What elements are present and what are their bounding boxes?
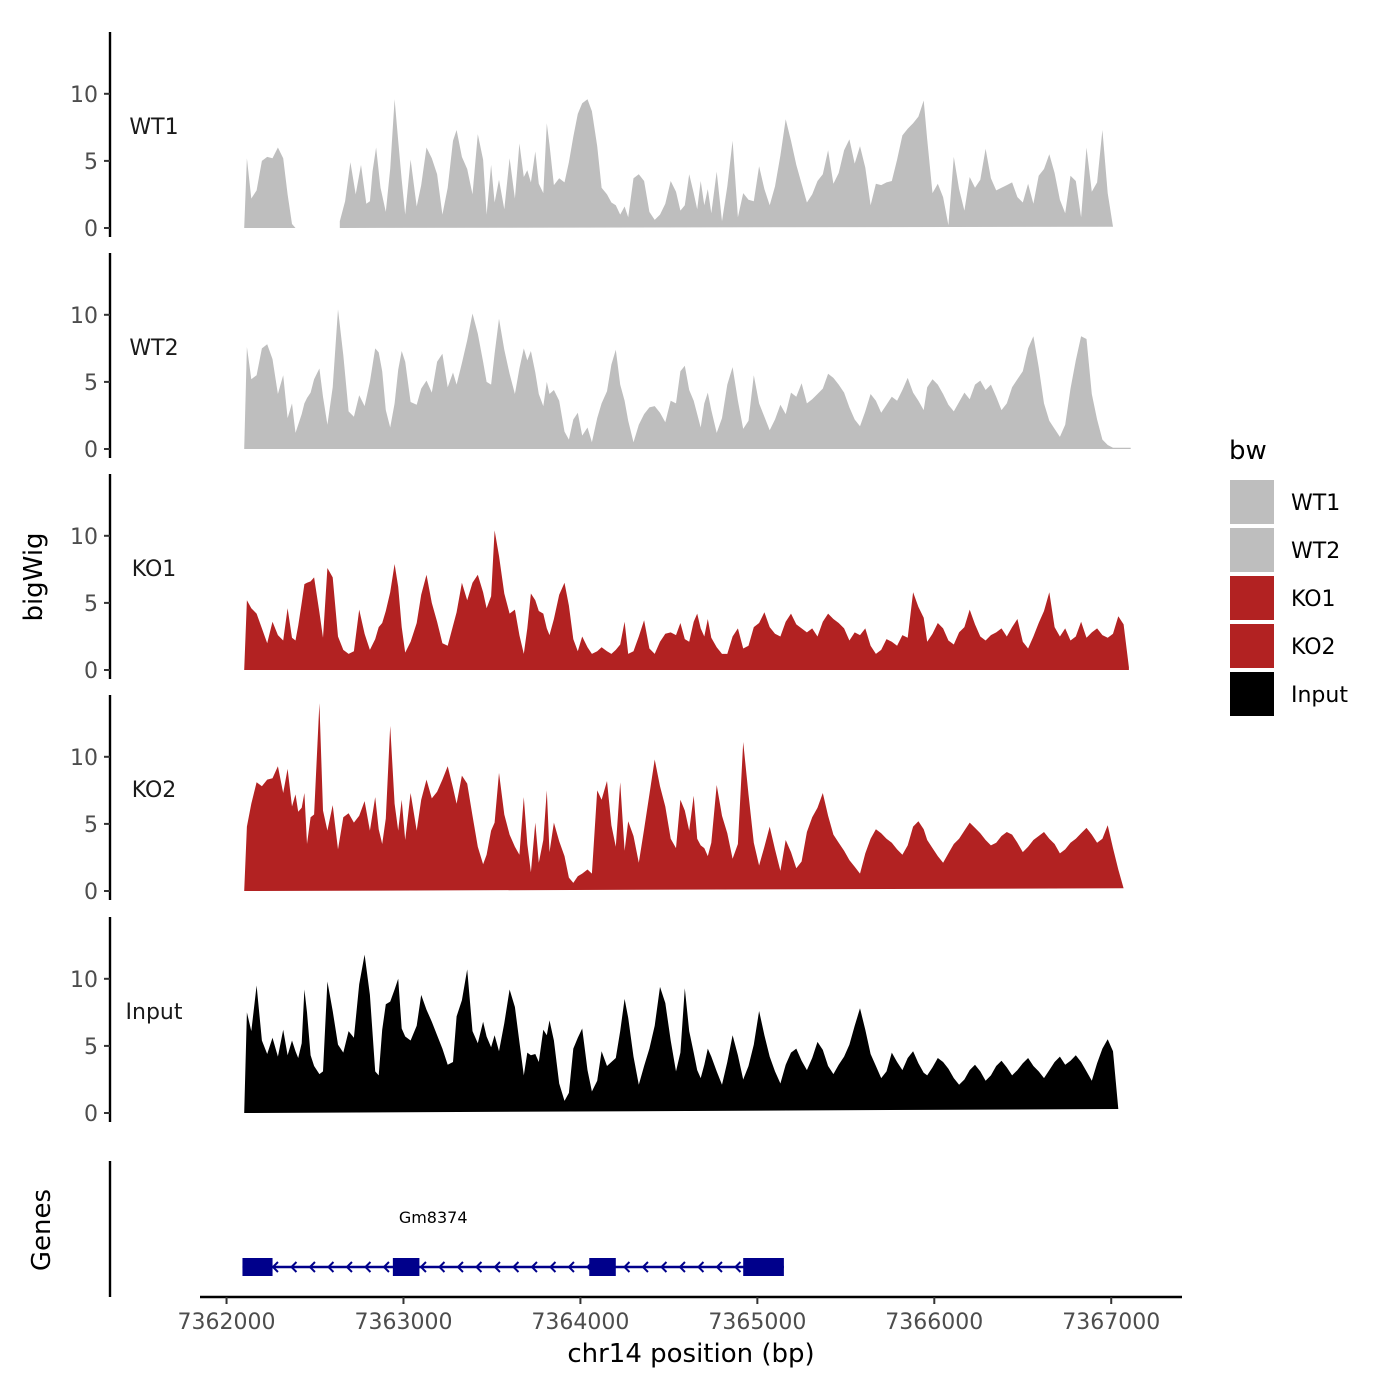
gene-gm8374: Gm8374 — [242, 1208, 784, 1276]
strand-arrow — [715, 1261, 723, 1273]
gene-annotation-panel: Gm8374 — [108, 1161, 784, 1297]
y-tick-label: 10 — [70, 304, 98, 329]
gene-exon — [743, 1258, 784, 1276]
y-tick-label: 5 — [84, 813, 98, 838]
legend-item-ko2: KO2 — [1230, 624, 1336, 668]
coverage-tracks: 0 5 10 WT1 0 5 10 WT2 0 5 10 KO1 0 5 10 KO2 0 5 10 Input — [70, 32, 1131, 1127]
legend-item-wt1: WT1 — [1230, 480, 1340, 524]
y-tick-label: 0 — [84, 217, 98, 242]
y-tick-label: 0 — [84, 659, 98, 684]
y-tick-label: 0 — [84, 880, 98, 905]
strand-arrow — [623, 1261, 631, 1273]
x-tick-label: 7363000 — [354, 1310, 452, 1335]
legend-label: KO1 — [1291, 587, 1336, 612]
y-tick-label: 5 — [84, 1035, 98, 1060]
gene-name-label: Gm8374 — [399, 1208, 468, 1227]
area-ko1-segment-1 — [244, 530, 1129, 670]
strand-arrow — [660, 1261, 668, 1273]
y-tick-label: 0 — [84, 438, 98, 463]
track-label-ko1: KO1 — [132, 557, 177, 582]
x-axis: 7362000 7363000 7364000 7365000 7366000 73670… — [178, 1295, 1182, 1335]
strand-arrow — [641, 1261, 649, 1273]
legend-label: Input — [1291, 683, 1348, 708]
strand-arrow — [364, 1261, 372, 1273]
legend-label: WT2 — [1291, 539, 1340, 564]
strand-arrow — [697, 1261, 705, 1273]
x-axis-label: chr14 position (bp) — [567, 1339, 814, 1369]
strand-arrow — [530, 1261, 538, 1273]
legend-swatch — [1230, 528, 1274, 572]
track-input: 0 5 10 Input — [70, 917, 1119, 1127]
strand-arrow — [419, 1261, 427, 1273]
legend-label: WT1 — [1291, 491, 1340, 516]
x-tick-label: 7362000 — [178, 1310, 276, 1335]
strand-arrow — [290, 1261, 298, 1273]
area-wt1-segment-2 — [339, 99, 1113, 228]
strand-arrow — [271, 1261, 279, 1273]
legend-swatch — [1230, 480, 1274, 524]
strand-arrow — [345, 1261, 353, 1273]
x-tick-label: 7364000 — [531, 1310, 629, 1335]
strand-arrow — [456, 1261, 464, 1273]
strand-arrow — [678, 1261, 686, 1273]
strand-arrow — [493, 1261, 501, 1273]
legend-swatch — [1230, 624, 1274, 668]
y-tick-label: 10 — [70, 746, 98, 771]
area-wt2-segment-1 — [244, 309, 1131, 449]
legend-item-input: Input — [1230, 672, 1348, 716]
strand-arrow — [327, 1261, 335, 1273]
track-label-ko2: KO2 — [132, 778, 177, 803]
strand-arrow — [549, 1261, 557, 1273]
gene-exon — [392, 1258, 420, 1276]
track-ko1: 0 5 10 KO1 — [70, 474, 1129, 684]
y-tick-label: 10 — [70, 525, 98, 550]
strand-arrow — [475, 1261, 483, 1273]
area-input-segment-1 — [244, 954, 1119, 1113]
x-tick-label: 7365000 — [708, 1310, 806, 1335]
gene-exon — [589, 1258, 616, 1276]
y-axis-label: bigWig — [19, 532, 49, 621]
legend-swatch — [1230, 576, 1274, 620]
strand-arrow — [567, 1261, 575, 1273]
y-tick-label: 10 — [70, 968, 98, 993]
gene-exon — [242, 1258, 273, 1276]
legend-swatch — [1230, 672, 1274, 716]
y-tick-label: 5 — [84, 150, 98, 175]
track-label-input: Input — [126, 1000, 183, 1025]
y-tick-label: 5 — [84, 371, 98, 396]
track-label-wt1: WT1 — [129, 115, 178, 140]
y-tick-label: 5 — [84, 592, 98, 617]
legend-title: bw — [1229, 436, 1267, 466]
x-tick-label: 7366000 — [885, 1310, 983, 1335]
strand-arrow — [382, 1261, 390, 1273]
y-tick-label: 0 — [84, 1102, 98, 1127]
genes-axis-label: Genes — [27, 1189, 57, 1271]
track-wt1: 0 5 10 WT1 — [70, 32, 1113, 242]
legend-label: KO2 — [1291, 635, 1336, 660]
strand-arrow — [734, 1261, 742, 1273]
track-ko2: 0 5 10 KO2 — [70, 695, 1124, 905]
area-wt1-segment-1 — [244, 147, 307, 228]
legend-item-ko1: KO1 — [1230, 576, 1336, 620]
strand-arrow — [438, 1261, 446, 1273]
legend: bw WT1 WT2 KO1 KO2 Input — [1229, 436, 1348, 716]
y-tick-label: 10 — [70, 83, 98, 108]
strand-arrow — [308, 1261, 316, 1273]
track-label-wt2: WT2 — [129, 336, 178, 361]
x-tick-label: 7367000 — [1062, 1310, 1160, 1335]
legend-item-wt2: WT2 — [1230, 528, 1340, 572]
track-wt2: 0 5 10 WT2 — [70, 253, 1131, 463]
strand-arrow — [512, 1261, 520, 1273]
area-ko2-segment-1 — [244, 703, 1124, 891]
